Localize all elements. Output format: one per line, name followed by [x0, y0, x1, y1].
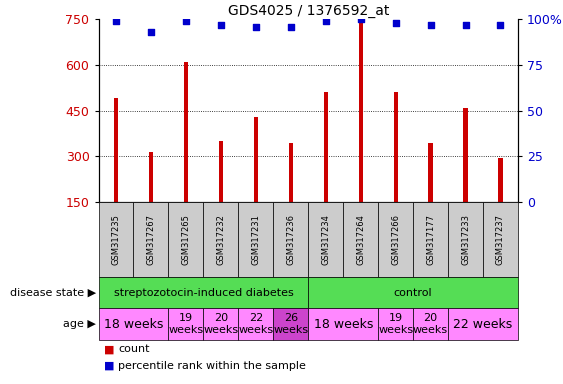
- Text: GSM317237: GSM317237: [496, 214, 505, 265]
- Bar: [184, 62, 188, 202]
- Bar: [498, 158, 503, 202]
- Bar: [359, 22, 363, 202]
- Text: GSM317236: GSM317236: [286, 214, 295, 265]
- Bar: [324, 92, 328, 202]
- Text: 22
weeks: 22 weeks: [238, 313, 274, 335]
- Point: [181, 18, 190, 24]
- Text: GSM317233: GSM317233: [461, 214, 470, 265]
- Bar: [219, 141, 223, 202]
- Text: 22 weeks: 22 weeks: [453, 318, 513, 331]
- Bar: [149, 152, 153, 202]
- Point: [321, 18, 330, 24]
- Point: [286, 23, 295, 30]
- Title: GDS4025 / 1376592_at: GDS4025 / 1376592_at: [227, 4, 389, 18]
- Text: GSM317264: GSM317264: [356, 214, 365, 265]
- Text: count: count: [118, 344, 150, 354]
- Text: 18 weeks: 18 weeks: [104, 318, 163, 331]
- Text: GSM317266: GSM317266: [391, 214, 400, 265]
- Text: percentile rank within the sample: percentile rank within the sample: [118, 361, 306, 371]
- Bar: [394, 92, 397, 202]
- Text: GSM317235: GSM317235: [111, 214, 120, 265]
- Text: 18 weeks: 18 weeks: [314, 318, 373, 331]
- Bar: [463, 108, 468, 202]
- Text: 20
weeks: 20 weeks: [203, 313, 238, 335]
- Text: 26
weeks: 26 weeks: [273, 313, 309, 335]
- Bar: [428, 142, 433, 202]
- Text: 20
weeks: 20 weeks: [413, 313, 448, 335]
- Text: 19
weeks: 19 weeks: [168, 313, 203, 335]
- Text: control: control: [394, 288, 432, 298]
- Bar: [289, 142, 293, 202]
- Text: age ▶: age ▶: [63, 319, 96, 329]
- Text: GSM317265: GSM317265: [181, 214, 190, 265]
- Text: ■: ■: [104, 344, 115, 354]
- Text: streptozotocin-induced diabetes: streptozotocin-induced diabetes: [114, 288, 293, 298]
- Point: [426, 22, 435, 28]
- Point: [356, 16, 365, 22]
- Bar: [254, 117, 258, 202]
- Text: GSM317234: GSM317234: [321, 214, 330, 265]
- Point: [391, 20, 400, 26]
- Text: GSM317231: GSM317231: [251, 214, 260, 265]
- Text: GSM317177: GSM317177: [426, 214, 435, 265]
- Text: 19
weeks: 19 weeks: [378, 313, 413, 335]
- Point: [111, 18, 120, 24]
- Text: ■: ■: [104, 361, 115, 371]
- Text: disease state ▶: disease state ▶: [10, 288, 96, 298]
- Point: [251, 23, 260, 30]
- Text: GSM317267: GSM317267: [146, 214, 155, 265]
- Point: [216, 22, 225, 28]
- Point: [146, 29, 155, 35]
- Text: GSM317232: GSM317232: [216, 214, 225, 265]
- Point: [496, 22, 505, 28]
- Point: [461, 22, 470, 28]
- Bar: [114, 98, 118, 202]
